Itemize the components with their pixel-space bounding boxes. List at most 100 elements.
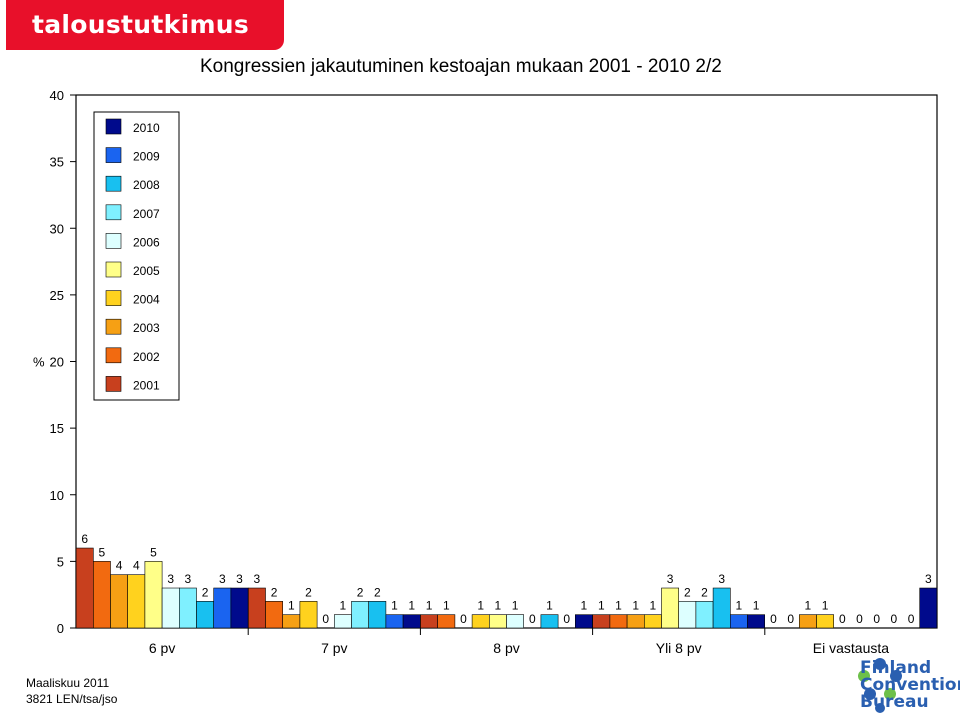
data-label: 0	[839, 612, 846, 626]
legend-swatch-2004	[105, 290, 122, 306]
data-label: 0	[856, 612, 863, 626]
bar-2003	[626, 614, 645, 629]
data-label: 1	[477, 599, 484, 613]
legend-swatch-2001	[105, 376, 122, 392]
legend-swatch-2003	[105, 318, 122, 335]
bar-2006	[678, 601, 697, 629]
bar-2009	[385, 614, 404, 629]
bar-2005	[661, 587, 680, 629]
legend-swatch-2009	[105, 147, 122, 163]
bar-2008	[368, 601, 387, 629]
bar-2001	[75, 547, 94, 629]
y-tick-label: 40	[50, 88, 64, 103]
y-tick-label: 35	[50, 155, 64, 170]
data-label: 0	[529, 612, 536, 626]
fcb-line2: Convention	[860, 675, 960, 695]
data-label: 0	[787, 612, 794, 626]
data-label: 1	[288, 599, 295, 613]
bar-2008	[540, 614, 559, 629]
bar-2004	[127, 574, 146, 629]
data-label: 1	[495, 599, 502, 613]
data-label: 0	[322, 612, 329, 626]
data-label: 3	[167, 572, 174, 586]
y-tick-label: 10	[50, 488, 64, 503]
legend-label-2003: 2003	[133, 321, 160, 335]
data-label: 0	[770, 612, 777, 626]
data-label: 1	[805, 599, 812, 613]
bar-2004	[471, 614, 490, 629]
legend-label-2006: 2006	[133, 235, 160, 249]
fcb-line1: Finland	[860, 658, 932, 678]
data-label: 1	[512, 599, 519, 613]
data-label: 1	[408, 599, 415, 613]
bar-2003	[110, 574, 129, 629]
data-label: 1	[391, 599, 398, 613]
footer-reference: 3821 LEN/tsa/jso	[26, 692, 118, 706]
y-tick-label: 20	[50, 355, 64, 370]
data-label: 0	[891, 612, 898, 626]
bar-2002	[609, 614, 628, 629]
bar-2003	[798, 614, 817, 629]
data-label: 3	[667, 572, 674, 586]
data-label: 1	[753, 599, 760, 613]
legend-swatch-2002	[105, 347, 122, 364]
data-label: 0	[460, 612, 467, 626]
bar-2008	[712, 587, 731, 629]
legend-swatch-2007	[105, 204, 122, 221]
data-label: 4	[133, 559, 140, 573]
legend-label-2007: 2007	[133, 207, 160, 221]
data-label: 2	[374, 585, 381, 599]
data-label: 1	[546, 599, 553, 613]
legend-label-2008: 2008	[133, 178, 160, 192]
data-label: 2	[202, 585, 209, 599]
y-tick-label: 25	[50, 288, 64, 303]
data-label: 4	[116, 559, 123, 573]
bar-2009	[213, 587, 232, 629]
bar-2002	[93, 561, 111, 629]
legend-label-2009: 2009	[133, 150, 160, 164]
data-label: 5	[99, 545, 106, 559]
data-label: 1	[650, 599, 657, 613]
data-label: 3	[185, 572, 192, 586]
bar-2002	[437, 614, 456, 629]
bar-2001	[248, 587, 266, 629]
bar-2004	[299, 601, 318, 629]
data-label: 1	[822, 599, 829, 613]
data-label: 2	[305, 585, 312, 599]
data-label: 1	[615, 599, 622, 613]
legend-swatch-2008	[105, 175, 122, 192]
bar-2005	[488, 614, 507, 629]
bar-2001	[592, 614, 611, 629]
bar-2010	[919, 587, 938, 629]
y-tick-label: 30	[50, 221, 64, 236]
bar-2010	[402, 614, 421, 629]
data-label: 3	[925, 572, 932, 586]
bar-2007	[351, 601, 370, 629]
logo-text: taloustutkimus oy	[32, 10, 250, 89]
data-label: 1	[736, 599, 743, 613]
bar-2003	[282, 614, 301, 629]
taloustutkimus-logo: taloustutkimus oy	[6, 0, 284, 89]
bar-2006	[161, 587, 180, 629]
legend-swatch-2010	[105, 118, 122, 135]
footer-date: Maaliskuu 2011	[26, 676, 110, 690]
data-label: 1	[443, 599, 450, 613]
legend-swatch-2006	[105, 233, 122, 249]
data-label: 2	[701, 585, 708, 599]
legend-label-2004: 2004	[133, 293, 160, 307]
bar-2010	[747, 614, 766, 629]
chart-bars	[75, 547, 938, 629]
bar-2007	[179, 587, 197, 629]
data-label: 1	[581, 599, 588, 613]
x-tick-label: 6 pv	[149, 640, 175, 656]
data-label: 0	[563, 612, 570, 626]
y-tick-label: 0	[57, 621, 64, 636]
chart-title: Kongressien jakautuminen kestoajan mukaa…	[200, 56, 722, 77]
data-label: 1	[632, 599, 639, 613]
x-tick-label: Ei vastausta	[813, 640, 889, 656]
data-label: 1	[598, 599, 605, 613]
plot-frame	[75, 94, 938, 629]
data-label: 5	[150, 545, 157, 559]
